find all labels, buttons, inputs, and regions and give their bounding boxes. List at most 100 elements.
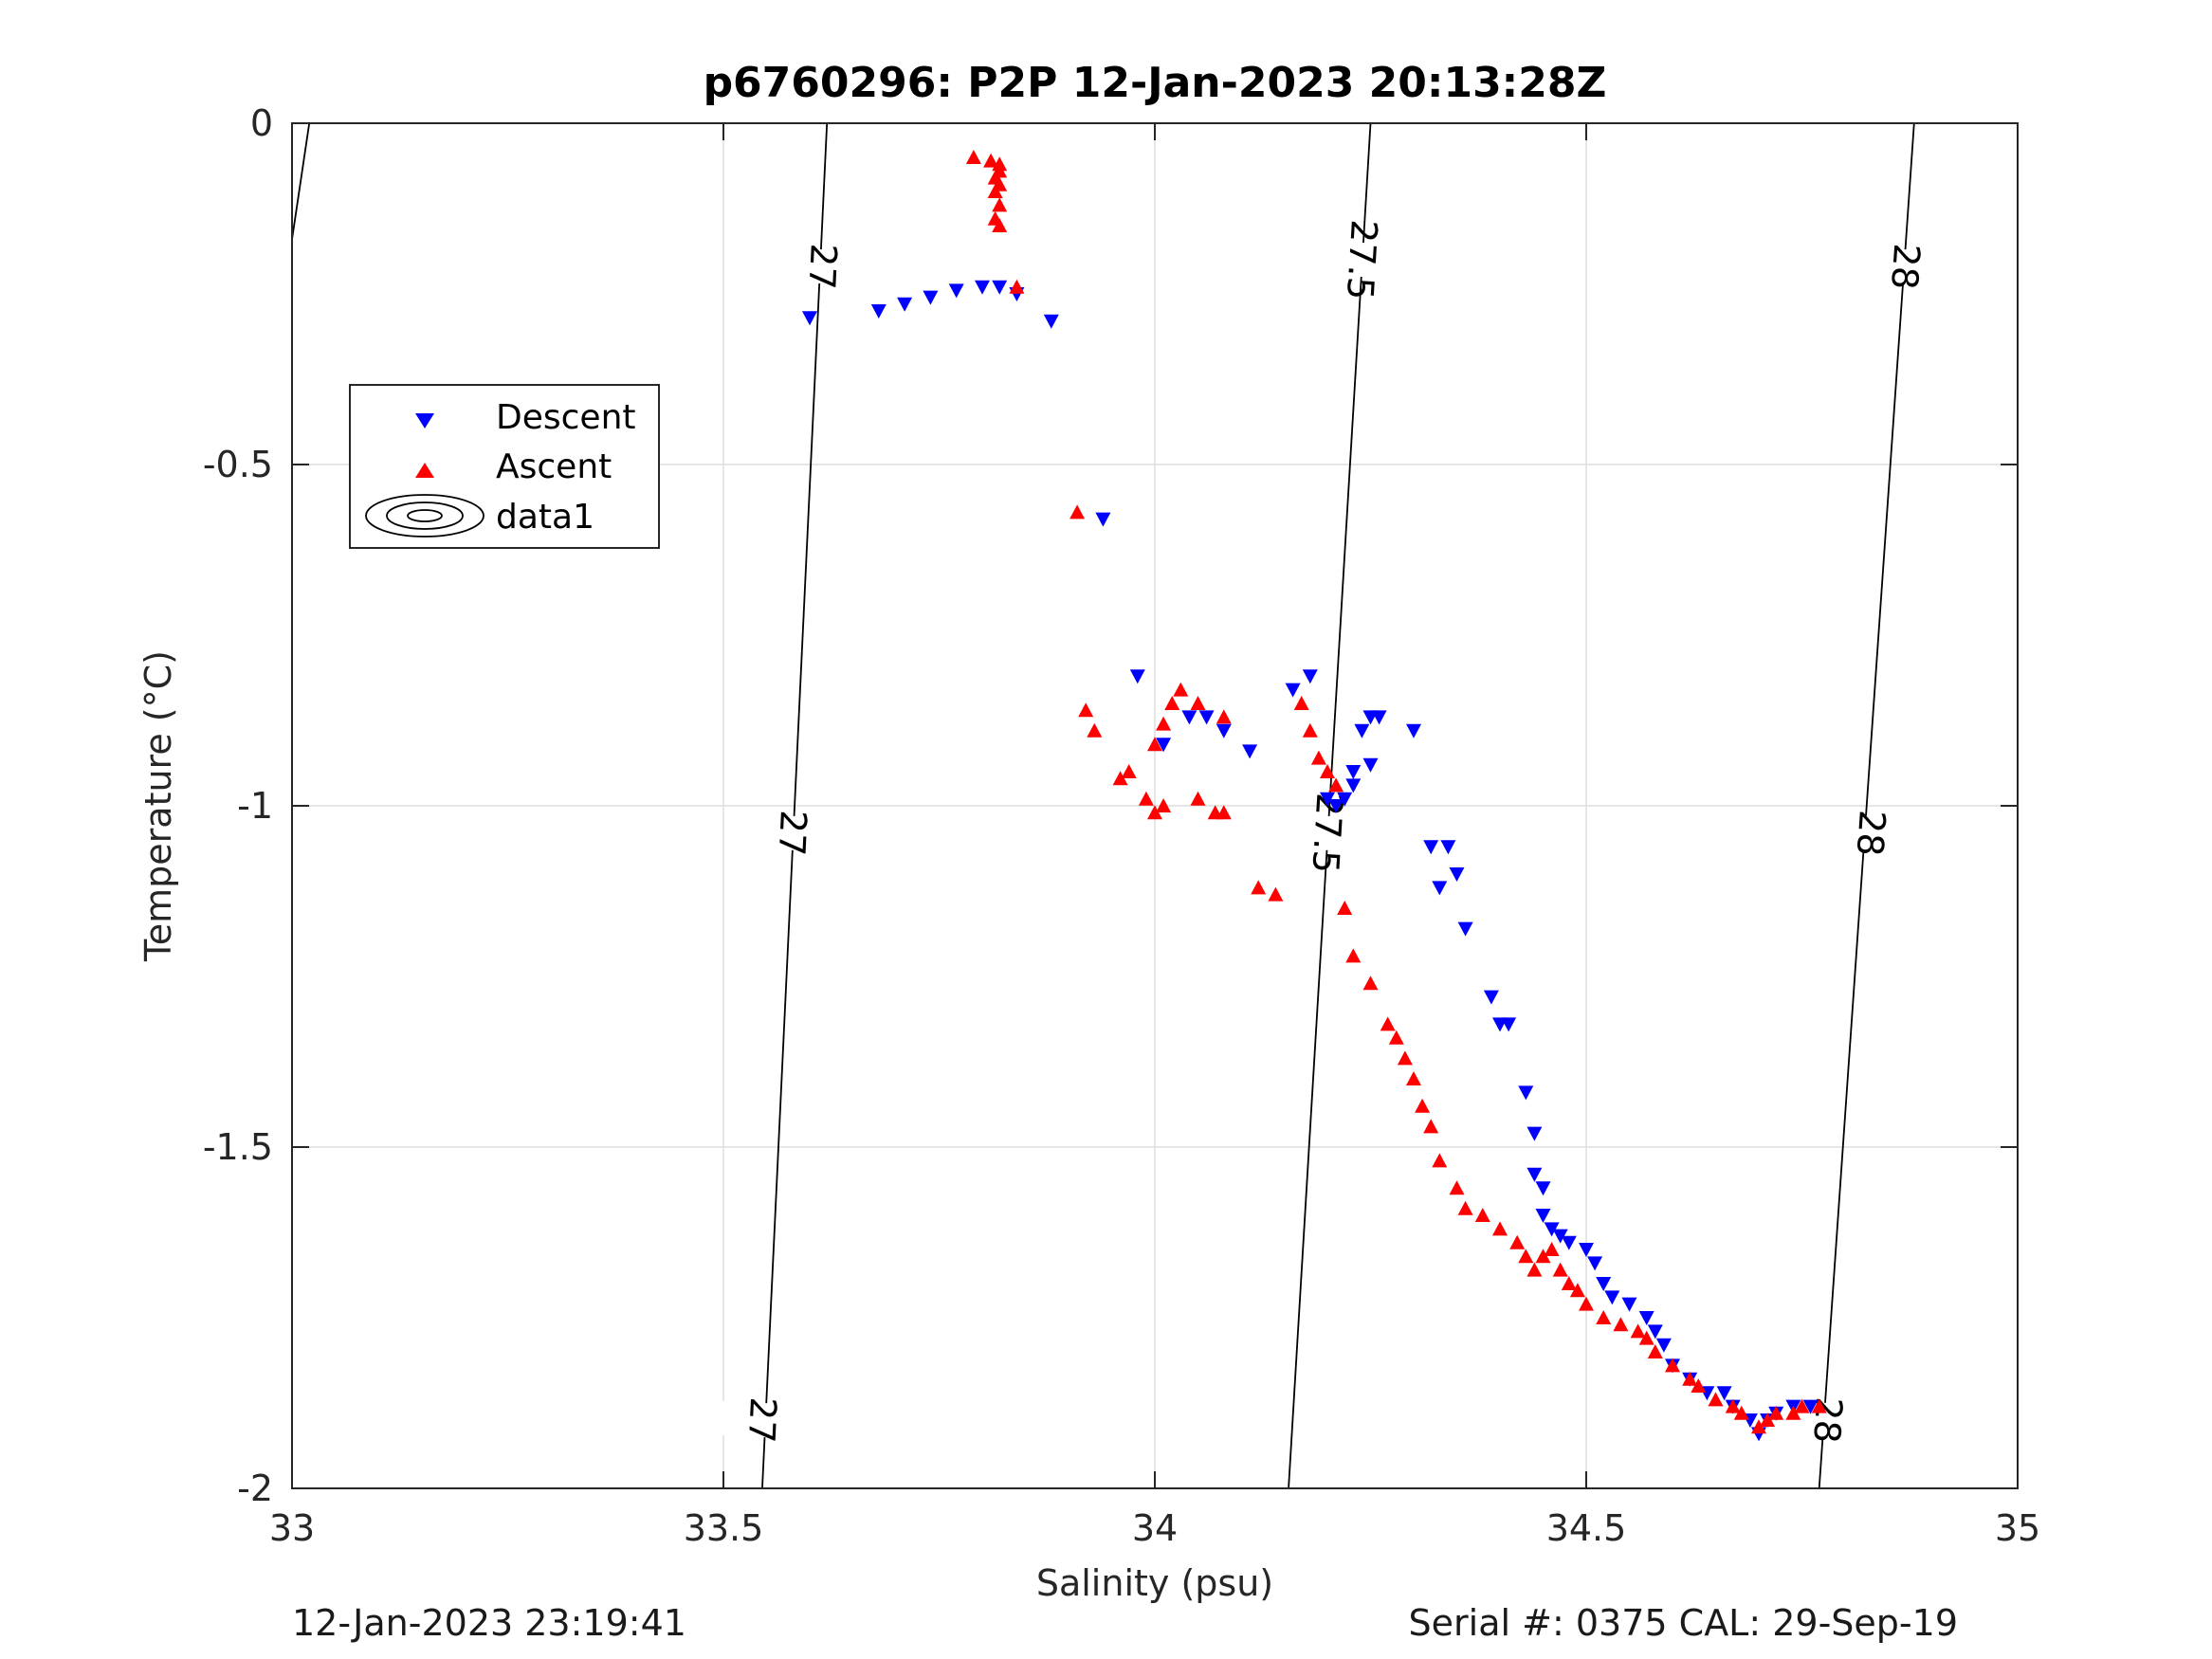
ascent-point (1190, 791, 1206, 806)
descent-point (1406, 723, 1421, 738)
descent-point (1181, 710, 1197, 725)
contour-label-gap (1824, 812, 1918, 854)
ascent-point (1320, 764, 1335, 778)
ascent-point (1579, 1296, 1594, 1311)
contour-label-gap (776, 246, 869, 286)
ascent-point (1535, 1249, 1551, 1264)
descent-point (1043, 314, 1059, 329)
contour-label: 27 (801, 243, 845, 290)
ascent-point (1432, 1153, 1448, 1168)
descent-point (1518, 1085, 1534, 1101)
descent-point (1526, 1126, 1543, 1141)
descent-point (1449, 867, 1465, 882)
ascent-point (1794, 1398, 1810, 1413)
descent-point (1716, 1386, 1732, 1401)
ascent-point (1164, 696, 1180, 710)
ascent-point (1596, 1310, 1612, 1324)
contour-line-edge (291, 122, 311, 240)
ascent-point (1760, 1413, 1776, 1427)
descent-point (992, 280, 1008, 295)
x-tick-label: 34 (1132, 1507, 1178, 1549)
ascent-point (983, 153, 999, 168)
descent-point (1423, 840, 1439, 855)
contour-label-gap (716, 1400, 809, 1440)
axis-ticks: 33 33.5 34 34.5 35 0 -0.5 -1 -1.5 -2 (203, 102, 2040, 1549)
ascent-point (1328, 777, 1344, 793)
descent-point (1526, 1167, 1543, 1182)
ascent-point (1509, 1234, 1526, 1249)
descent-point (1362, 757, 1379, 773)
descent-point (1544, 1222, 1560, 1237)
ascent-point (1492, 1221, 1508, 1236)
legend: Descent Ascent data1 (349, 384, 660, 549)
y-axis-label: Temperature (°C) (137, 650, 179, 962)
legend-ascent-marker (415, 463, 434, 478)
descent-point (1535, 1209, 1551, 1223)
ascent-point (1682, 1371, 1698, 1386)
ascent-point (1268, 886, 1284, 902)
descent-point (1328, 799, 1344, 813)
descent-point (870, 304, 887, 319)
y-tick-label: -1 (237, 785, 273, 827)
descent-point (1596, 1277, 1612, 1291)
y-tick-label: -2 (237, 1468, 273, 1509)
descent-point (1561, 1235, 1577, 1250)
legend-contour-icon (365, 494, 484, 538)
descent-point (1647, 1324, 1663, 1340)
ascent-point (1156, 798, 1172, 812)
descent-point (1216, 723, 1232, 738)
legend-ascent-label: Ascent (496, 447, 612, 486)
ascent-point (1526, 1262, 1543, 1277)
y-tick-label: -0.5 (203, 444, 273, 485)
ascent-point (1665, 1358, 1680, 1373)
descent-point (1638, 1311, 1654, 1325)
descent-point (1129, 669, 1145, 684)
descent-point (1302, 669, 1318, 684)
descent-point (1432, 881, 1448, 896)
ascent-point (1216, 805, 1232, 820)
ascent-point (1069, 504, 1086, 520)
descent-point (1095, 512, 1111, 527)
descent-point (1354, 723, 1370, 738)
contour-label: 27.5 (1339, 218, 1385, 301)
descent-point (1587, 1256, 1603, 1271)
contour-label-gap (1315, 240, 1409, 280)
descent-point (1802, 1399, 1819, 1414)
ascent-point (992, 197, 1008, 212)
ascent-point (1138, 791, 1154, 806)
ascent-point (1449, 1180, 1465, 1195)
ascent-point (1147, 737, 1162, 752)
y-tick-label: 0 (250, 102, 273, 144)
x-tick-label: 33.5 (684, 1507, 764, 1549)
ascent-point (1457, 1200, 1473, 1215)
contour-label: 28 (1883, 243, 1928, 291)
descent-point (975, 280, 990, 295)
x-tick-label: 34.5 (1546, 1507, 1627, 1549)
ascent-point (1785, 1405, 1801, 1420)
descent-point (897, 297, 913, 312)
ascent-point (1691, 1378, 1707, 1393)
legend-data1-label: data1 (496, 498, 594, 537)
x-tick-label: 33 (269, 1507, 315, 1549)
ascent-point (1302, 722, 1318, 738)
ascent-point (1380, 1016, 1396, 1031)
contour-line-27.5 (1288, 122, 1372, 1489)
ascent-point (1630, 1323, 1646, 1339)
ascent-point (1087, 722, 1103, 738)
descent-point (1156, 738, 1172, 753)
y-tick-label: -1.5 (203, 1126, 273, 1168)
ascent-point (1647, 1344, 1663, 1358)
contour-label-gap (1281, 812, 1374, 853)
descent-point (1483, 990, 1499, 1005)
descent-point (1198, 710, 1215, 725)
ascent-point (1544, 1242, 1560, 1256)
descent-point (1440, 840, 1456, 855)
descent-point (923, 290, 939, 305)
descent-point (1242, 744, 1258, 759)
ascent-point (1216, 709, 1232, 724)
ascent-point (1569, 1283, 1585, 1298)
descent-point (1604, 1290, 1620, 1305)
ascent-point (1768, 1405, 1784, 1420)
